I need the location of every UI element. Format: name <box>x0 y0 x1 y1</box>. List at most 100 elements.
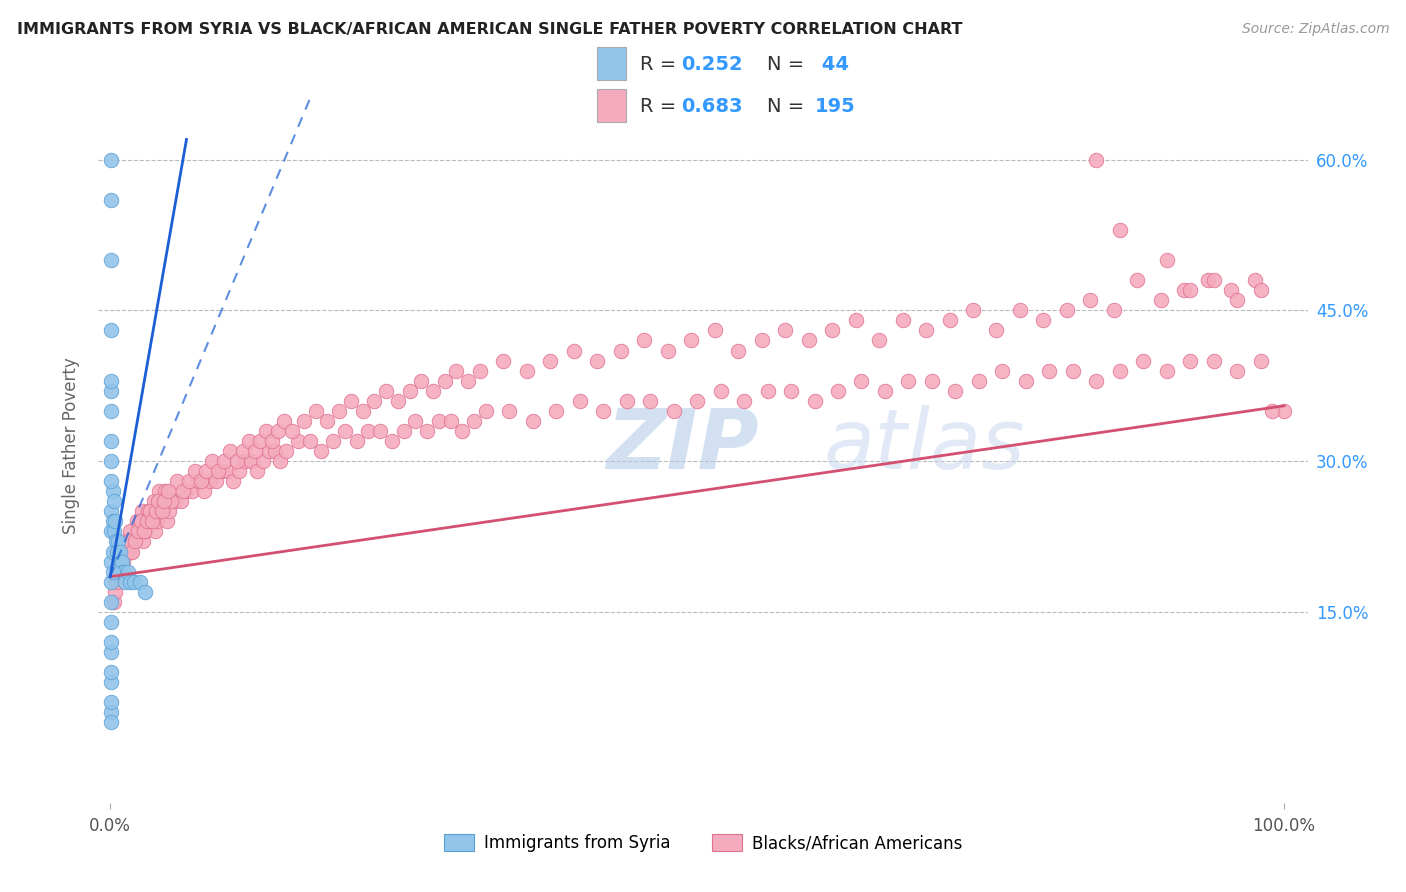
Point <box>411 374 433 388</box>
Point <box>568 393 591 408</box>
Point <box>249 434 271 448</box>
Point <box>773 323 796 337</box>
Point <box>112 565 135 579</box>
Point <box>100 555 122 569</box>
Point <box>375 384 398 398</box>
Point <box>148 484 170 499</box>
Point <box>1173 283 1195 297</box>
Point <box>238 434 260 448</box>
Point <box>292 414 315 428</box>
Point <box>257 444 280 458</box>
Point <box>129 515 152 529</box>
Point <box>207 464 229 478</box>
Point <box>254 424 277 438</box>
Point <box>991 363 1014 377</box>
Point <box>1108 363 1130 377</box>
Point <box>107 555 129 569</box>
Point <box>100 706 122 720</box>
Point <box>938 313 960 327</box>
Point <box>228 464 250 478</box>
Point <box>100 153 122 167</box>
Point <box>118 534 141 549</box>
Point <box>120 524 142 539</box>
Point <box>101 515 124 529</box>
Point <box>439 414 461 428</box>
Legend: Immigrants from Syria, Blacks/African Americans: Immigrants from Syria, Blacks/African Am… <box>437 827 969 859</box>
Point <box>193 484 215 499</box>
Point <box>1015 374 1038 388</box>
Text: 195: 195 <box>815 96 855 116</box>
Point <box>346 434 368 448</box>
Point <box>120 544 142 558</box>
Text: ZIP: ZIP <box>606 406 759 486</box>
Point <box>468 363 491 377</box>
Point <box>387 393 409 408</box>
Point <box>157 504 180 518</box>
Point <box>546 404 568 418</box>
Point <box>172 484 194 499</box>
Point <box>662 404 685 418</box>
Point <box>190 474 212 488</box>
Point <box>357 424 380 438</box>
Point <box>592 404 614 418</box>
Point <box>100 404 122 418</box>
Point <box>733 393 755 408</box>
Point <box>187 474 209 488</box>
Point <box>246 464 269 478</box>
Text: 0.683: 0.683 <box>681 96 742 116</box>
Point <box>392 424 415 438</box>
Point <box>891 313 914 327</box>
Point <box>141 515 163 529</box>
Point <box>328 404 350 418</box>
Point <box>381 434 404 448</box>
Point <box>352 404 374 418</box>
Point <box>727 343 749 358</box>
Point <box>134 584 156 599</box>
Point <box>100 695 122 709</box>
Point <box>797 334 820 348</box>
Point <box>1250 283 1272 297</box>
Point <box>100 253 122 268</box>
Point <box>1008 303 1031 318</box>
Point <box>233 454 256 468</box>
Point <box>1132 353 1154 368</box>
Point <box>1126 273 1149 287</box>
Point <box>141 515 163 529</box>
Point <box>803 393 825 408</box>
Point <box>122 574 145 589</box>
Point <box>169 494 191 508</box>
Point <box>1156 363 1178 377</box>
Point <box>139 504 162 518</box>
Point <box>176 484 198 499</box>
Point <box>166 474 188 488</box>
Point <box>1062 363 1084 377</box>
Point <box>1085 153 1108 167</box>
Point <box>112 544 135 558</box>
Point <box>105 574 128 589</box>
Point <box>153 494 176 508</box>
Point <box>267 424 290 438</box>
Point <box>1261 404 1284 418</box>
Point <box>201 454 224 468</box>
Point <box>322 434 344 448</box>
Text: atlas: atlas <box>824 406 1025 486</box>
Bar <box>596 89 627 122</box>
Point <box>212 454 235 468</box>
Point <box>103 595 125 609</box>
Bar <box>596 47 627 80</box>
Point <box>1202 353 1225 368</box>
Point <box>132 534 155 549</box>
Point <box>105 534 128 549</box>
Point <box>851 374 873 388</box>
Point <box>1226 363 1249 377</box>
Point <box>1180 283 1202 297</box>
Point <box>105 574 128 589</box>
Point <box>1220 283 1243 297</box>
Point <box>135 515 157 529</box>
Point <box>142 494 165 508</box>
Point <box>110 555 132 569</box>
Point <box>967 374 990 388</box>
Point <box>155 515 177 529</box>
Point <box>475 404 498 418</box>
Point <box>117 565 139 579</box>
